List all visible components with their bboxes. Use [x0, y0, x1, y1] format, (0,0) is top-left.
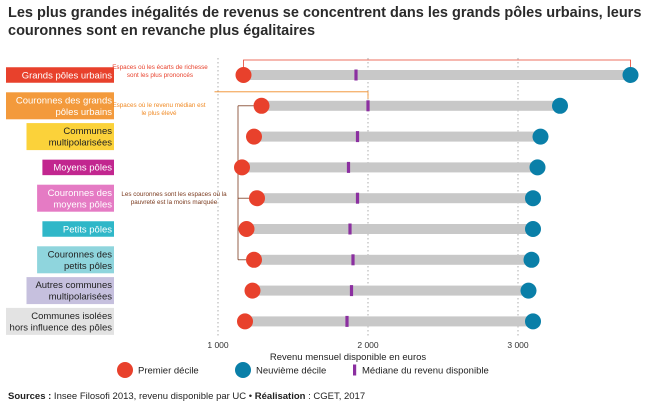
- first-decile-marker: [244, 282, 261, 299]
- range-bar: [254, 254, 532, 265]
- chart-title: Les plus grandes inégalités de revenus s…: [8, 5, 642, 39]
- legend-first-decile-swatch: [117, 362, 133, 378]
- ninth-decile-marker: [532, 128, 549, 145]
- category-label: petits pôles: [64, 261, 112, 272]
- legend-ninth-decile-label: Neuvième décile: [256, 366, 326, 377]
- median-marker: [355, 131, 360, 143]
- legend-median-label: Médiane du revenu disponible: [362, 366, 489, 377]
- category-label: Communes: [63, 126, 112, 137]
- median-marker: [348, 223, 352, 235]
- category-label: Couronnes des: [48, 249, 113, 260]
- markers: [234, 67, 639, 330]
- annotation-bracket-red: [243, 59, 631, 68]
- category-label: Grands pôles urbains: [22, 70, 113, 81]
- sources-text: Insee Filosofi 2013, revenu disponible p…: [51, 391, 255, 402]
- category-label-bg: [26, 123, 114, 151]
- realisation-label: Réalisation: [254, 391, 306, 402]
- category-label: hors influence des pôles: [10, 322, 113, 333]
- category-label: Autres communes: [35, 280, 112, 291]
- range-bar: [243, 70, 631, 80]
- category-labels: Grands pôles urbains Couronnes des grands…: [6, 67, 114, 335]
- ninth-decile-marker: [529, 159, 546, 176]
- category-label-bg: [42, 159, 114, 176]
- realisation-text: : CGET, 2017: [305, 391, 366, 402]
- range-bar: [245, 316, 533, 327]
- median-marker: [345, 315, 349, 327]
- legend-first-decile-label: Premier décile: [138, 366, 199, 377]
- sources-label: Sources :: [8, 391, 52, 402]
- first-decile-marker: [246, 128, 262, 145]
- ninth-decile-marker: [520, 282, 537, 299]
- category-label: Petits pôles: [63, 224, 112, 235]
- category-label-bg: [26, 277, 114, 305]
- category-label-bg: [6, 92, 114, 120]
- category-label: Moyens pôles: [53, 163, 112, 174]
- median-marker: [346, 161, 351, 173]
- range-bar: [246, 224, 533, 234]
- annotation-brown: pauvreté est la moins marquée: [131, 199, 218, 206]
- first-decile-marker: [249, 190, 265, 207]
- range-bar: [252, 285, 529, 296]
- annotation-orange: Espaces où le revenu médian est: [112, 102, 205, 109]
- first-decile-marker: [235, 67, 252, 83]
- legend: Premier décile Neuvième décile Médiane du …: [117, 362, 489, 378]
- category-label: Couronnes des: [48, 188, 113, 199]
- x-tick-label: 2 000: [357, 340, 379, 350]
- legend-median-swatch: [353, 364, 357, 376]
- legend-ninth-decile-swatch: [235, 362, 251, 378]
- x-axis: 1 000 2 000 3 000 Revenu mensuel disponible…: [207, 340, 529, 363]
- source-note: Sources : Insee Filosofi 2013, revenu di…: [8, 391, 365, 402]
- range-bar: [257, 193, 533, 204]
- category-label: Communes isolées: [31, 311, 112, 322]
- x-tick-label: 3 000: [507, 340, 529, 350]
- annotation-red: Espaces où les écarts de richesse: [112, 64, 208, 71]
- x-tick-label: 1 000: [207, 340, 229, 350]
- ninth-decile-marker: [525, 190, 541, 207]
- median-marker: [349, 285, 354, 297]
- first-decile-marker: [238, 221, 255, 237]
- ninth-decile-marker: [622, 67, 639, 83]
- category-label: pôles urbains: [55, 107, 112, 118]
- range-bar: [261, 100, 560, 111]
- category-label: multipolarisées: [49, 292, 113, 303]
- ninth-decile-marker: [525, 313, 541, 330]
- category-label-bg: [6, 307, 114, 335]
- first-decile-marker: [253, 97, 270, 114]
- category-label: moyens pôles: [53, 199, 112, 210]
- annotation-bracket-orange: [214, 91, 369, 99]
- category-label-bg: [37, 246, 114, 274]
- median-marker: [351, 254, 355, 266]
- range-bar: [254, 131, 541, 142]
- category-label: multipolarisées: [49, 138, 113, 149]
- ninth-decile-marker: [523, 251, 540, 268]
- category-label-bg: [6, 67, 114, 83]
- annotation-brown: Les couronnes sont les espaces où la: [121, 191, 227, 198]
- median-marker: [366, 100, 370, 112]
- range-bar: [242, 162, 538, 173]
- median-marker: [355, 192, 360, 204]
- category-label-bg: [37, 184, 114, 212]
- category-label: Couronnes des grands: [16, 95, 112, 106]
- median-marker: [354, 69, 358, 81]
- x-axis-label: Revenu mensuel disponible en euros: [270, 352, 427, 363]
- ninth-decile-marker: [552, 97, 568, 114]
- first-decile-marker: [234, 159, 250, 176]
- first-decile-marker: [246, 251, 262, 268]
- ninth-decile-marker: [525, 221, 541, 237]
- first-decile-marker: [237, 313, 253, 330]
- annotation-red: sont les plus prononcés: [127, 72, 193, 79]
- annotation-orange: le plus élevé: [141, 110, 177, 117]
- category-label-bg: [42, 221, 114, 237]
- bars: [242, 70, 631, 327]
